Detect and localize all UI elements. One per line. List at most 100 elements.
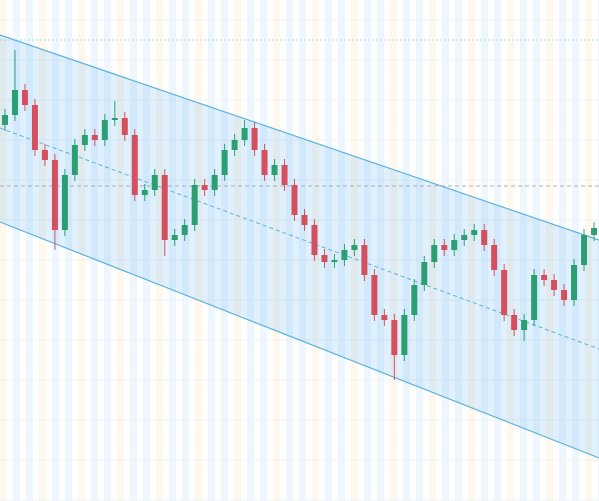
candle-body (291, 185, 298, 215)
candle-body (441, 245, 448, 250)
candle-body (91, 135, 98, 140)
candle-body (161, 175, 168, 240)
candle-body (141, 190, 148, 195)
candle-body (391, 320, 398, 355)
stripe (299, 0, 306, 501)
stripe (39, 0, 46, 501)
stripe (572, 0, 579, 501)
candle-body (31, 105, 38, 150)
candle-body (121, 118, 128, 135)
candle-body (261, 150, 268, 175)
candle-body (461, 235, 468, 240)
candle-body (541, 275, 548, 280)
channel-fill (0, 35, 599, 458)
candle-body (61, 175, 68, 230)
stripe (455, 0, 462, 501)
candle-body (311, 225, 318, 255)
stripe (546, 0, 553, 501)
candle-body (491, 245, 498, 270)
candle-body (521, 320, 528, 330)
candle-body (201, 185, 208, 190)
stripe (13, 0, 20, 501)
stripe (78, 0, 85, 501)
stripe (273, 0, 280, 501)
channel-lower (0, 221, 599, 459)
candle-body (581, 235, 588, 265)
stripe (325, 0, 332, 501)
stripe (156, 0, 163, 501)
candle-body (371, 275, 378, 315)
stripe (195, 0, 202, 501)
candle-body (591, 228, 598, 235)
stripe (520, 0, 527, 501)
stripe (364, 0, 371, 501)
stripe (494, 0, 501, 501)
stripe (247, 0, 254, 501)
candle-body (211, 175, 218, 190)
stripe (169, 0, 176, 501)
stripe (403, 0, 410, 501)
stripe (260, 0, 267, 501)
candle-body (191, 185, 198, 225)
stripe (416, 0, 423, 501)
stripe (221, 0, 228, 501)
candle-body (481, 230, 488, 245)
candle-body (501, 270, 508, 315)
stripe (390, 0, 397, 501)
candle-body (561, 290, 568, 300)
stripe (208, 0, 215, 501)
stripe (234, 0, 241, 501)
stripe (286, 0, 293, 501)
stripe (52, 0, 59, 501)
candle-body (471, 230, 478, 235)
stripe (468, 0, 475, 501)
candle-body (171, 235, 178, 240)
candle-body (111, 118, 118, 120)
candle-body (131, 135, 138, 195)
candle-body (41, 150, 48, 160)
candle-body (1, 115, 8, 125)
candle-body (341, 250, 348, 260)
candle-body (411, 285, 418, 315)
candle-body (401, 315, 408, 355)
channel-middle (0, 127, 599, 350)
candle-body (81, 135, 88, 145)
candle-body (451, 240, 458, 250)
candle-body (231, 140, 238, 150)
candle-body (381, 315, 388, 320)
candle-body (11, 90, 18, 115)
candle-body (421, 262, 428, 285)
stripe (0, 0, 7, 501)
candle-body (101, 120, 108, 140)
stripe (507, 0, 514, 501)
stripe (182, 0, 189, 501)
candle-body (301, 215, 308, 225)
stripe (117, 0, 124, 501)
candle-body (251, 128, 258, 150)
candle-body (511, 315, 518, 330)
stripe (65, 0, 72, 501)
candle-body (71, 145, 78, 175)
candle-body (551, 280, 558, 290)
candle-body (431, 245, 438, 262)
candle-body (51, 160, 58, 230)
candle-body (571, 265, 578, 300)
stripe (91, 0, 98, 501)
stripe (559, 0, 566, 501)
candle-body (361, 245, 368, 275)
candle-body (21, 90, 28, 105)
stripe (585, 0, 592, 501)
candle-body (221, 150, 228, 175)
stripe (533, 0, 540, 501)
candle-body (181, 225, 188, 235)
stripe (377, 0, 384, 501)
stripe (442, 0, 449, 501)
candles (1, 50, 598, 380)
candle-body (531, 275, 538, 320)
stripe (143, 0, 150, 501)
candle-body (281, 165, 288, 185)
channel-upper (0, 34, 599, 241)
stripe (104, 0, 111, 501)
candle-body (351, 245, 358, 250)
